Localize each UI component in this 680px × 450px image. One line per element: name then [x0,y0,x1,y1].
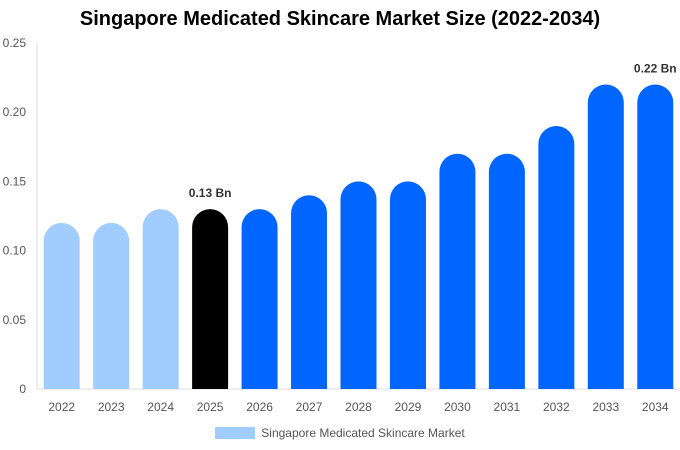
y-tick-label: 0.10 [3,244,27,258]
y-tick-label: 0.25 [3,36,27,50]
bar-2033 [587,84,624,390]
x-tick-label: 2033 [592,400,619,414]
x-tick-label: 2025 [197,400,224,414]
x-tick-label: 2031 [494,400,521,414]
legend: Singapore Medicated Skincare Market [0,426,680,440]
x-tick-label: 2029 [395,400,422,414]
bar-2029 [389,181,426,389]
bar-2025 [192,209,229,389]
x-tick-label: 2023 [98,400,125,414]
x-tick-label: 2026 [246,400,273,414]
legend-swatch [215,427,256,439]
y-tick-label: 0.20 [3,105,27,119]
bar-2028 [340,181,377,389]
x-tick-label: 2028 [345,400,372,414]
x-tick-label: 2022 [48,400,75,414]
bar-2032 [538,126,575,390]
bar-2027 [291,195,328,389]
x-tick-label: 2032 [543,400,570,414]
x-tick-label: 2024 [147,400,174,414]
data-label: 0.13 Bn [189,186,232,200]
bar-2022 [43,222,80,389]
y-tick-label: 0 [19,382,26,396]
bar-2030 [439,153,476,389]
bar-2026 [241,209,278,389]
bar-2024 [142,209,179,389]
bar-2034 [637,84,674,390]
y-tick-label: 0.05 [3,313,27,327]
bar-2031 [488,153,525,389]
x-tick-label: 2030 [444,400,471,414]
x-tick-label: 2027 [296,400,323,414]
data-label: 0.22 Bn [634,62,677,76]
y-tick-label: 0.15 [3,174,27,188]
chart-title: Singapore Medicated Skincare Market Size… [79,8,601,30]
bar-2023 [93,222,130,389]
x-tick-label: 2034 [642,400,669,414]
legend-label: Singapore Medicated Skincare Market [261,426,465,440]
